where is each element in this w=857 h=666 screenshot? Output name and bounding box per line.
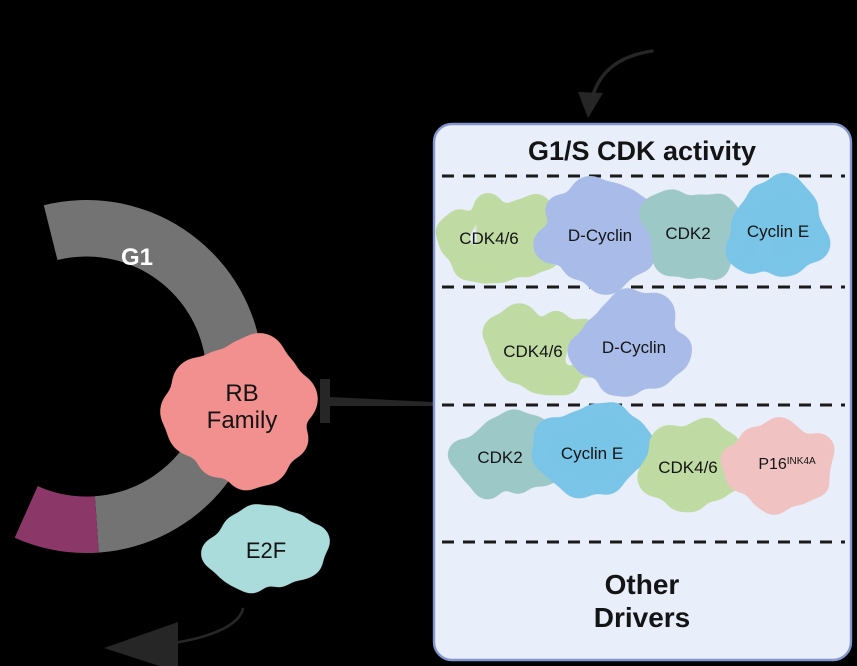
svg-text:Other: Other <box>605 569 680 600</box>
svg-text:D-Cyclin: D-Cyclin <box>602 338 666 357</box>
svg-text:CDK4/6: CDK4/6 <box>459 229 519 248</box>
svg-text:CDK4/6: CDK4/6 <box>658 458 718 477</box>
svg-text:CDK4/6: CDK4/6 <box>503 342 563 361</box>
svg-text:RB: RB <box>225 380 258 407</box>
svg-text:Cyclin E: Cyclin E <box>747 222 809 241</box>
svg-text:G1/S CDK activity: G1/S CDK activity <box>528 136 756 166</box>
svg-text:CDK2: CDK2 <box>477 448 522 467</box>
svg-text:Drivers: Drivers <box>594 602 691 633</box>
svg-text:Family: Family <box>207 407 278 434</box>
svg-text:D-Cyclin: D-Cyclin <box>568 226 632 245</box>
svg-text:Cyclin E: Cyclin E <box>561 444 623 463</box>
svg-text:E2F: E2F <box>246 538 286 563</box>
svg-text:CDK2: CDK2 <box>665 224 710 243</box>
svg-text:G1: G1 <box>121 244 153 271</box>
